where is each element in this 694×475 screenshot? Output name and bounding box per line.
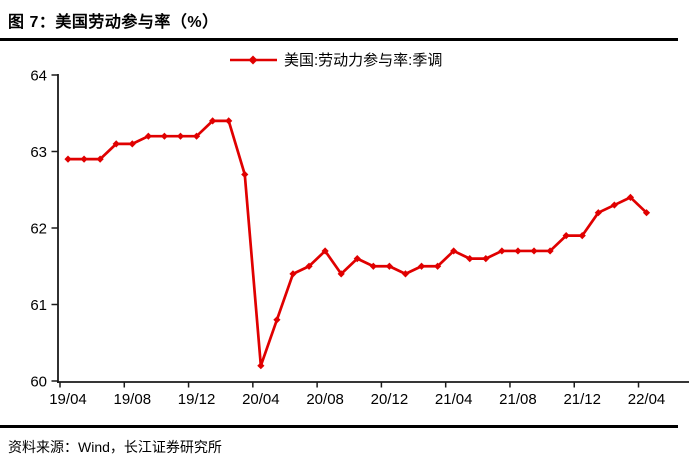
figure-title: 图 7：美国劳动参与率（%） bbox=[8, 14, 219, 31]
svg-text:21/04: 21/04 bbox=[435, 391, 473, 408]
title-rule bbox=[0, 38, 678, 41]
legend-diamond-icon bbox=[248, 55, 258, 65]
svg-text:20/04: 20/04 bbox=[242, 391, 280, 408]
participation-chart: 美国:劳动力参与率:季调 60 61 62 63 64 19/04 19/08 19/12 2… bbox=[30, 52, 689, 408]
svg-text:61: 61 bbox=[30, 297, 47, 314]
y-axis-ticks: 60 61 62 63 64 bbox=[30, 68, 58, 391]
svg-text:20/08: 20/08 bbox=[306, 391, 344, 408]
x-axis-ticks: 19/04 19/08 19/12 20/04 20/08 20/12 21/04 21/08… bbox=[49, 382, 665, 408]
source-rule bbox=[0, 425, 678, 428]
axes: 60 61 62 63 64 19/04 19/08 19/12 20/04 20/08 20/1… bbox=[30, 68, 689, 408]
svg-text:19/04: 19/04 bbox=[49, 391, 87, 408]
svg-text:62: 62 bbox=[30, 221, 47, 238]
series-line bbox=[64, 117, 651, 370]
legend: 美国:劳动力参与率:季调 bbox=[230, 52, 442, 69]
legend-label: 美国:劳动力参与率:季调 bbox=[284, 52, 442, 69]
svg-text:19/08: 19/08 bbox=[114, 391, 152, 408]
svg-text:22/04: 22/04 bbox=[628, 391, 666, 408]
svg-text:60: 60 bbox=[30, 374, 47, 391]
svg-text:19/12: 19/12 bbox=[178, 391, 216, 408]
svg-text:21/12: 21/12 bbox=[563, 391, 601, 408]
svg-text:21/08: 21/08 bbox=[499, 391, 537, 408]
svg-text:64: 64 bbox=[30, 68, 47, 85]
svg-text:20/12: 20/12 bbox=[371, 391, 409, 408]
svg-text:63: 63 bbox=[30, 144, 47, 161]
source-note: 资料来源：Wind，长江证券研究所 bbox=[8, 439, 222, 455]
